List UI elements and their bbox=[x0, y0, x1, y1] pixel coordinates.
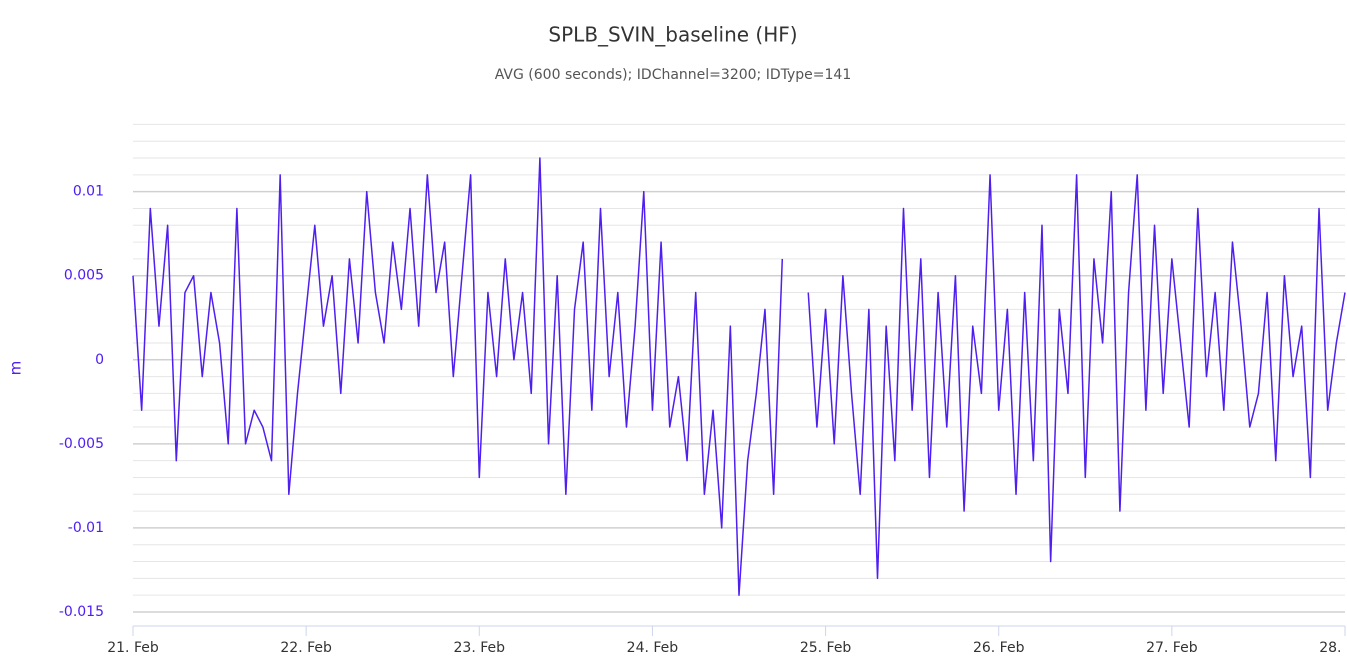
data-line bbox=[807, 174, 1346, 580]
x-tick-label: 22. Feb bbox=[280, 640, 332, 656]
y-tick-label: 0 bbox=[95, 352, 104, 368]
x-tick-label: 27. Feb bbox=[1146, 640, 1198, 656]
y-tick-label: 0.01 bbox=[73, 184, 104, 200]
y-tick-label: -0.01 bbox=[68, 520, 104, 536]
x-tick-label: 23. Feb bbox=[454, 640, 506, 656]
data-line bbox=[132, 157, 784, 596]
chart-subtitle: AVG (600 seconds); IDChannel=3200; IDTyp… bbox=[495, 67, 851, 83]
y-axis-label: m bbox=[7, 361, 25, 376]
y-tick-label: -0.005 bbox=[59, 436, 104, 452]
chart-title: SPLB_SVIN_baseline (HF) bbox=[548, 23, 797, 47]
y-tick-label: -0.015 bbox=[59, 604, 104, 620]
x-tick-label: 21. Feb bbox=[107, 640, 159, 656]
x-tick-label: 25. Feb bbox=[800, 640, 852, 656]
y-tick-label: 0.005 bbox=[64, 268, 104, 284]
x-tick-label: 28. Feb bbox=[1319, 640, 1347, 656]
x-tick-label: 24. Feb bbox=[627, 640, 679, 656]
x-tick-label: 26. Feb bbox=[973, 640, 1025, 656]
